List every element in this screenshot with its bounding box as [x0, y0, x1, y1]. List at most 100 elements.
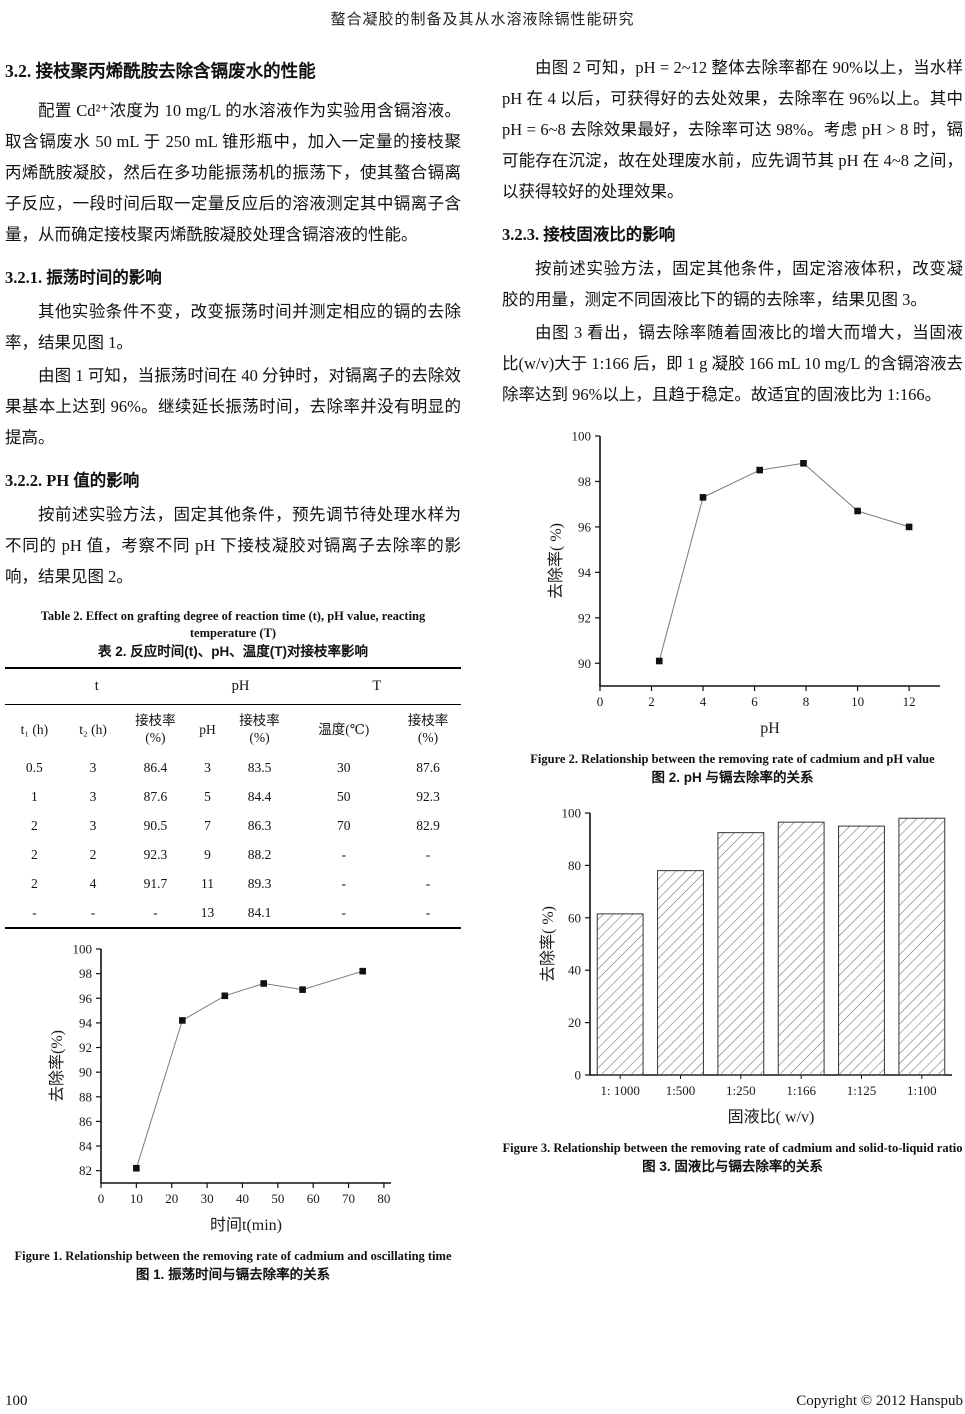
running-header: 螯合凝胶的制备及其从水溶液除镉性能研究	[330, 12, 635, 28]
table-cell: 87.6	[143, 788, 168, 804]
table-cell: 4	[89, 875, 97, 891]
svg-text:70: 70	[342, 1191, 355, 1206]
table-cell: 11	[200, 875, 214, 891]
table2-column-header: 接枝率 (%)	[407, 713, 449, 745]
table-row: - - - 13 84.1 - -	[5, 898, 461, 928]
table-cell: 3	[89, 817, 97, 833]
figure1-caption-en: Figure 1. Relationship between the remov…	[14, 1249, 452, 1263]
figure2-chart: 90 92 94 96 98 100 0 2 4 6 8 10 12 pH 去除率( %)	[547, 429, 940, 737]
table-cell: 70	[337, 817, 351, 833]
paragraph: 其他实验条件不变，改变振荡时间并测定相应的镉的去除率，结果见图 1。	[5, 302, 461, 352]
table-cell: -	[341, 875, 347, 891]
table-cell: 2	[30, 875, 38, 891]
table2-column-header: 接枝率 (%)	[239, 713, 280, 745]
svg-text:94: 94	[578, 565, 592, 580]
table-cell: 82.9	[416, 817, 440, 833]
table-cell: 89.3	[247, 875, 272, 891]
table-cell: 2	[30, 817, 38, 833]
table-row: 1 3 87.6 5 84.4 50 92.3	[5, 782, 461, 811]
table2-column-header: 接枝率 (%)	[135, 713, 176, 745]
svg-text:92: 92	[79, 1040, 92, 1055]
table-cell: 9	[204, 846, 211, 862]
table-cell: -	[32, 904, 37, 920]
figure1-caption-zh: 图 1. 振荡时间与镉去除率的关系	[135, 1267, 331, 1282]
table-cell: 1	[30, 788, 38, 804]
figure2-caption-zh: 图 2. pH 与镉去除率的关系	[651, 770, 814, 785]
paragraph: 由图 2 可知，pH = 2~12 整体去除率都在 90%以上，当水样 pH 在…	[502, 58, 963, 201]
svg-text:80: 80	[568, 858, 581, 873]
svg-text:20: 20	[165, 1191, 178, 1206]
table-cell: 88.2	[247, 846, 272, 862]
table2-caption: Table 2. Effect on grafting degree of re…	[11, 608, 455, 661]
table-cell: 3	[89, 788, 97, 804]
table-cell: 83.5	[247, 759, 272, 775]
table2-group-header: T	[292, 668, 461, 705]
svg-text:10: 10	[130, 1191, 143, 1206]
svg-text:pH: pH	[760, 720, 780, 737]
table-cell: 86.4	[143, 759, 168, 775]
svg-text:10: 10	[851, 694, 864, 709]
svg-text:8: 8	[803, 694, 810, 709]
svg-text:100: 100	[73, 942, 93, 957]
svg-text:1:250: 1:250	[726, 1083, 756, 1098]
section-3-2-1-title: 3.2.1. 振荡时间的影响	[5, 268, 162, 287]
paragraph: 按前述实验方法，固定其他条件，预先调节待处理水样为不同的 pH 值，考察不同 p…	[5, 505, 461, 586]
table-cell: 91.7	[143, 875, 168, 891]
table-cell: -	[425, 846, 431, 862]
svg-text:96: 96	[79, 991, 93, 1006]
svg-text:6: 6	[751, 694, 758, 709]
table2-group-header: pH	[188, 668, 293, 705]
table-cell: 84.4	[247, 788, 272, 804]
table-cell: 5	[204, 788, 211, 804]
figure3-caption-zh: 图 3. 固液比与镉去除率的关系	[642, 1159, 823, 1174]
table-cell: 50	[337, 788, 351, 804]
table-cell: 3	[89, 759, 97, 775]
svg-text:86: 86	[79, 1114, 93, 1129]
svg-text:88: 88	[79, 1089, 92, 1104]
table-row: 2 4 91.7 11 89.3 - -	[5, 869, 461, 898]
figure2: 90 92 94 96 98 100 0 2 4 6 8 10 12 pH 去除率( %)	[546, 424, 963, 747]
table2-column-header: t₂ (h)	[79, 721, 107, 737]
svg-text:4: 4	[700, 694, 707, 709]
paragraph: 按前述实验方法，固定其他条件，固定溶液体积，改变凝胶的用量，测定不同固液比下的镉…	[502, 259, 963, 309]
figure1: 82 84 86 88 90 92 94 96 98 100 0 10 20 30 40 50 60 70 80 时间…	[47, 937, 461, 1244]
table-cell: -	[341, 904, 347, 920]
svg-text:0: 0	[575, 1068, 582, 1083]
table-row: 0.5 3 86.4 3 83.5 30 87.6	[5, 753, 461, 782]
svg-text:1:166: 1:166	[786, 1083, 816, 1098]
page-footer: 100 Copyright © 2012 Hanspub	[5, 1393, 963, 1410]
svg-text:2: 2	[648, 694, 655, 709]
svg-text:1: 1000: 1: 1000	[600, 1083, 639, 1098]
paragraph: 由图 3 看出，镉去除率随着固液比的增大而增大，当固液比(w/v)大于 1:16…	[502, 323, 963, 404]
section-3-2-title: 3.2. 接枝聚丙烯酰胺去除含镉废水的性能	[5, 61, 316, 81]
svg-text:去除率(%): 去除率(%)	[48, 1030, 66, 1102]
table-cell: 92.3	[143, 846, 168, 862]
table-cell: -	[341, 846, 347, 862]
figure1-chart: 82 84 86 88 90 92 94 96 98 100 0 10 20 30 40 50 60 70 80 时间…	[48, 942, 391, 1234]
table2-column-header: pH	[199, 721, 216, 737]
table-cell: -	[153, 904, 158, 920]
svg-text:1:100: 1:100	[907, 1083, 937, 1098]
table-cell: 90.5	[143, 817, 168, 833]
table-cell: 30	[337, 759, 351, 775]
svg-text:90: 90	[79, 1065, 92, 1080]
table2: t pH T t₁ (h) t₂ (h) 接枝率 (%) pH 接枝率 (%) 温度(℃) 接枝…	[5, 667, 461, 929]
svg-text:100: 100	[562, 806, 582, 821]
svg-text:去除率( %): 去除率( %)	[547, 523, 565, 599]
svg-text:固液比( w/v): 固液比( w/v)	[728, 1108, 815, 1126]
table-row: 2 3 90.5 7 86.3 70 82.9	[5, 811, 461, 840]
svg-text:时间t(min): 时间t(min)	[210, 1216, 282, 1234]
svg-text:96: 96	[578, 519, 592, 534]
table-cell: 2	[30, 846, 38, 862]
svg-text:0: 0	[597, 694, 604, 709]
table-cell: 2	[89, 846, 97, 862]
figure3-caption: Figure 3. Relationship between the remov…	[502, 1140, 963, 1176]
figure3-caption-en: Figure 3. Relationship between the remov…	[502, 1141, 963, 1155]
svg-text:20: 20	[568, 1015, 581, 1030]
svg-text:100: 100	[572, 429, 592, 444]
table2-caption-en: Table 2. Effect on grafting degree of re…	[40, 609, 426, 640]
copyright-text: Copyright © 2012 Hanspub	[796, 1393, 963, 1409]
table-cell: 86.3	[247, 817, 272, 833]
section-3-2-3-title: 3.2.3. 接枝固液比的影响	[502, 225, 676, 244]
